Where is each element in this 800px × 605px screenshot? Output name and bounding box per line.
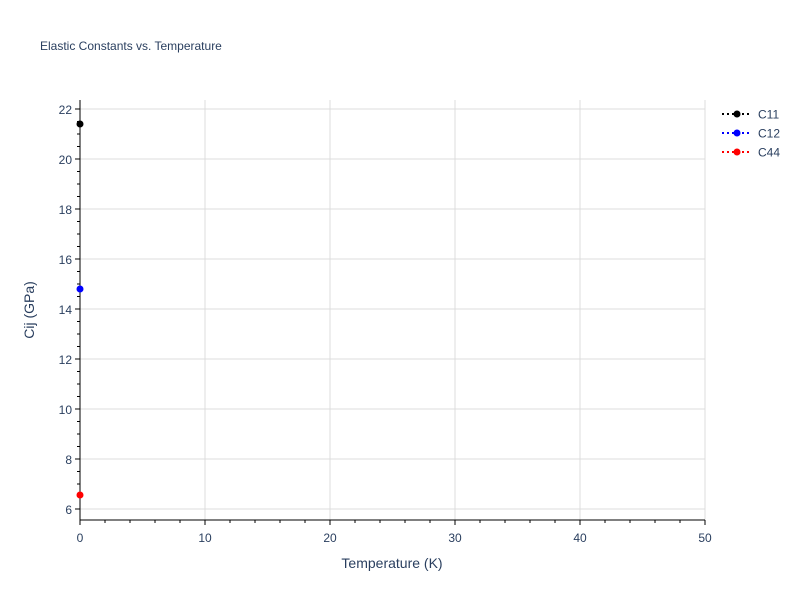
- y-tick-label: 16: [59, 253, 73, 267]
- legend-item-c12[interactable]: C12: [722, 127, 780, 141]
- chart-title: Elastic Constants vs. Temperature: [40, 39, 222, 53]
- x-tick-label: 10: [198, 531, 212, 545]
- x-tick-label: 30: [448, 531, 462, 545]
- y-tick-label: 6: [65, 503, 72, 517]
- point-c11[interactable]: [76, 120, 84, 128]
- y-tick-label: 10: [59, 403, 73, 417]
- x-axis-label: Temperature (K): [341, 555, 442, 571]
- legend-marker: [733, 129, 741, 137]
- x-tick-label: 50: [698, 531, 712, 545]
- legend-marker: [733, 110, 741, 118]
- point-c12[interactable]: [76, 285, 84, 293]
- legend-item-c44[interactable]: C44: [722, 146, 780, 160]
- y-tick-label: 20: [59, 153, 73, 167]
- legend-item-c11[interactable]: C11: [722, 108, 779, 122]
- legend-label: C11: [758, 108, 779, 122]
- y-tick-label: 12: [59, 353, 73, 367]
- legend-marker: [733, 148, 741, 156]
- x-tick-label: 0: [77, 531, 84, 545]
- legend-label: C12: [758, 127, 780, 141]
- y-tick-label: 22: [59, 103, 73, 117]
- y-tick-label: 18: [59, 203, 73, 217]
- legend-label: C44: [758, 146, 780, 160]
- y-tick-label: 8: [65, 453, 72, 467]
- y-axis-label: Cij (GPa): [21, 281, 37, 339]
- x-tick-label: 40: [573, 531, 587, 545]
- y-tick-label: 14: [59, 303, 73, 317]
- x-tick-label: 20: [323, 531, 337, 545]
- point-c44[interactable]: [76, 491, 84, 499]
